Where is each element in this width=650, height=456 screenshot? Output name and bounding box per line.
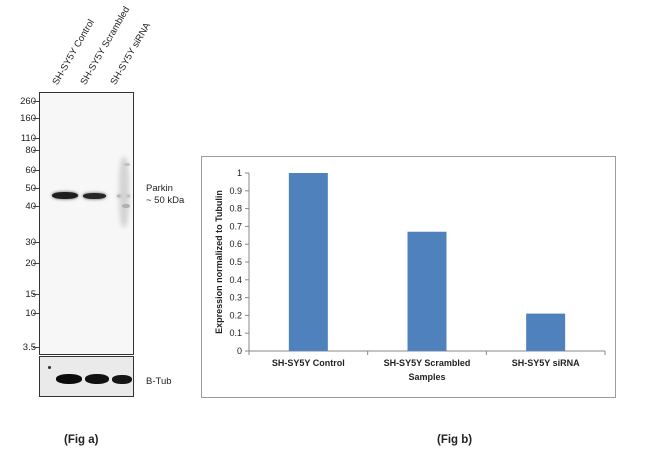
mw-tick — [33, 138, 39, 139]
mw-tick — [33, 294, 39, 295]
mw-tick — [33, 150, 39, 151]
bar — [526, 313, 566, 351]
mw-label-40: 40 — [25, 201, 36, 212]
blot-speck — [48, 366, 51, 369]
tubulin-band-sirna — [112, 375, 132, 384]
mw-label-3-5: 3.5 — [22, 342, 36, 353]
mw-label-160: 160 — [20, 113, 36, 124]
mw-label-50: 50 — [25, 183, 36, 194]
mw-label-10: 10 — [25, 308, 36, 319]
y-tick-label: 0.1 — [229, 328, 242, 338]
x-tick-label: SH-SY5Y Control — [272, 358, 345, 368]
bar — [407, 231, 447, 351]
mw-label-20: 20 — [25, 258, 36, 269]
x-tick-label: SH-SY5Y Scrambled — [384, 358, 471, 368]
mw-label-30: 30 — [25, 237, 36, 248]
tubulin-label: B-Tub — [146, 376, 172, 387]
tubulin-blot — [39, 356, 134, 397]
y-axis-title: Expression normalized to Tubulin — [214, 190, 224, 334]
sirna-lane-spot — [124, 163, 130, 166]
fig-b-caption: (Fig b) — [437, 434, 473, 446]
y-tick-label: 0.3 — [229, 293, 242, 303]
mw-tick — [33, 101, 39, 102]
y-tick-label: 0.7 — [229, 221, 242, 231]
y-tick-label: 0.8 — [229, 204, 242, 214]
mw-tick — [33, 313, 39, 314]
tubulin-band-control — [56, 374, 82, 384]
mw-tick — [33, 263, 39, 264]
mw-tick — [33, 206, 39, 207]
mw-label-80: 80 — [25, 145, 36, 156]
tubulin-band-scrambled — [85, 374, 109, 384]
y-tick-label: 1 — [237, 168, 242, 178]
y-tick-label: 0.5 — [229, 257, 242, 267]
mw-tick — [33, 188, 39, 189]
mw-label-110: 110 — [20, 133, 36, 144]
mw-tick — [33, 170, 39, 171]
x-tick-label: SH-SY5Y siRNA — [512, 358, 580, 368]
bar-chart-frame: 0 0.1 0.2 0.3 0.4 0.5 0.6 0.7 0.8 0.9 1 SH-SY5Y Con… — [201, 156, 616, 398]
mw-tick — [33, 347, 39, 348]
sirna-lane-smear — [119, 157, 129, 227]
sirna-lane-spot — [122, 204, 130, 208]
fig-a-caption: (Fig a) — [64, 434, 99, 446]
parkin-blot — [39, 92, 134, 355]
parkin-label-size: ~ 50 kDa — [146, 195, 185, 206]
y-tick-label: 0.6 — [229, 239, 242, 249]
x-axis-title: Samples — [408, 372, 445, 382]
parkin-label: Parkin ~ 50 kDa — [146, 183, 184, 207]
y-tick-label: 0.9 — [229, 186, 242, 196]
mw-tick — [33, 242, 39, 243]
y-tick-label: 0.4 — [229, 275, 242, 285]
mw-label-60: 60 — [25, 165, 36, 176]
mw-label-15: 15 — [25, 289, 36, 300]
y-tick-label: 0 — [237, 346, 242, 356]
parkin-band-scrambled — [83, 193, 106, 199]
parkin-band-control — [52, 192, 78, 199]
y-tick-label: 0.2 — [229, 310, 242, 320]
bar — [288, 173, 328, 351]
mw-tick — [33, 118, 39, 119]
mw-label-260: 260 — [20, 96, 36, 107]
bar-chart: 0 0.1 0.2 0.3 0.4 0.5 0.6 0.7 0.8 0.9 1 SH-SY5Y Con… — [214, 168, 606, 382]
parkin-label-name: Parkin — [146, 183, 173, 194]
